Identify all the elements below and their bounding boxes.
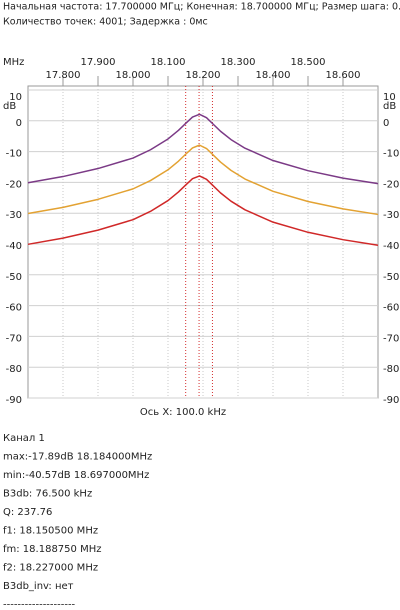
y-tick-label: -40 [383, 241, 399, 252]
x-tick-label: 18.500 [291, 57, 326, 68]
x-tick-label: 18.000 [116, 70, 151, 81]
y-tick-label: -30 [6, 210, 22, 221]
info-line: max:-17.89dB 18.184000MHz [3, 452, 152, 463]
x-tick-label: 17.900 [81, 57, 116, 68]
y-tick-label: -90 [383, 395, 399, 406]
info-line: B3db: 76.500 kHz [3, 489, 92, 500]
y-tick-label: 0 [383, 118, 389, 129]
y-tick-label: 10 [9, 92, 22, 103]
y-tick-label: -60 [6, 303, 22, 314]
x-tick-label: 18.300 [221, 57, 256, 68]
y-tick-label: -50 [6, 272, 22, 283]
y-tick-label: -20 [383, 179, 399, 190]
y-tick-label: -40 [6, 241, 22, 252]
y-tick-label: -60 [383, 303, 399, 314]
info-line: min:-40.57dB 18.697000MHz [3, 470, 149, 481]
y-tick-label: -80 [6, 364, 22, 375]
header-line: Количество точек: 4001; Задержка : 0мс [3, 17, 208, 28]
series-line [27, 113, 379, 185]
x-tick-label: 17.800 [46, 70, 81, 81]
y-tick-label: -30 [383, 210, 399, 221]
info-line: B3db_inv: нет [3, 581, 74, 592]
y-tick-label: 0 [16, 118, 22, 129]
y-tick-label: -70 [383, 333, 399, 344]
y-unit: dB [383, 101, 396, 112]
info-line: Канал 1 [3, 433, 45, 444]
x-unit: MHz [3, 57, 24, 68]
y-tick-label: 10 [383, 92, 396, 103]
y-tick-label: -20 [6, 179, 22, 190]
y-tick-label: -70 [6, 333, 22, 344]
header-line: Начальная частота: 17.700000 МГц; Конечн… [3, 2, 400, 13]
y-tick-label: -80 [383, 364, 399, 375]
info-line: -------------------- [3, 600, 76, 610]
y-tick-label: -10 [383, 149, 399, 160]
y-tick-label: -90 [6, 395, 22, 406]
series-line [27, 144, 379, 216]
x-tick-label: 18.200 [186, 70, 221, 81]
y-tick-label: -10 [6, 149, 22, 160]
x-tick-label: 18.600 [326, 70, 361, 81]
x-tick-label: 18.100 [151, 57, 186, 68]
x-tick-label: 18.400 [256, 70, 291, 81]
x-axis-label: Ось X: 100.0 kHz [140, 407, 226, 418]
info-line: fm: 18.188750 MHz [3, 544, 101, 555]
series-line [27, 175, 379, 246]
info-line: f2: 18.227000 MHz [3, 563, 98, 574]
y-unit: dB [3, 101, 16, 112]
y-tick-label: -50 [383, 272, 399, 283]
info-line: Q: 237.76 [3, 507, 52, 518]
info-line: f1: 18.150500 MHz [3, 526, 98, 537]
